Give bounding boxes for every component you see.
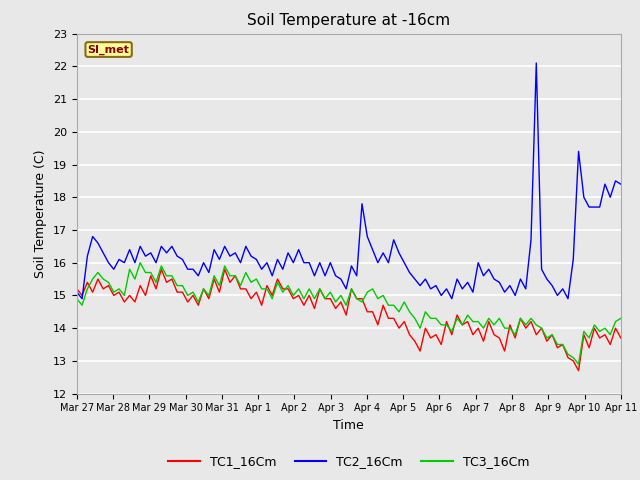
Y-axis label: Soil Temperature (C): Soil Temperature (C) [35,149,47,278]
Legend: TC1_16Cm, TC2_16Cm, TC3_16Cm: TC1_16Cm, TC2_16Cm, TC3_16Cm [163,450,534,473]
Text: SI_met: SI_met [88,44,129,55]
Title: Soil Temperature at -16cm: Soil Temperature at -16cm [247,13,451,28]
X-axis label: Time: Time [333,419,364,432]
